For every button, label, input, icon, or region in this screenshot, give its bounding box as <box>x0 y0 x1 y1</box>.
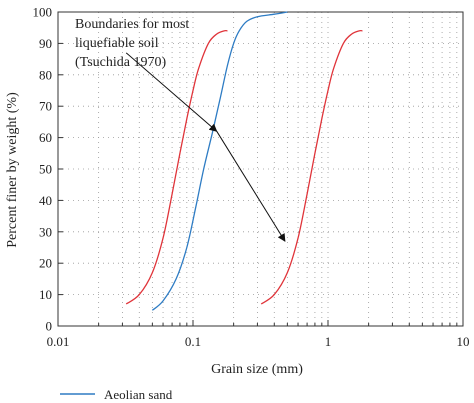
annotation-line-2: liquefiable soil <box>75 36 159 51</box>
arrow-segment-1 <box>125 52 218 132</box>
x-axis-ticks: 0.01 0.1 1 10 <box>47 320 470 349</box>
x-tick-label: 0.01 <box>47 334 70 349</box>
y-tick-label: 100 <box>33 5 53 20</box>
y-tick-label: 30 <box>39 224 52 239</box>
y-tick-label: 20 <box>39 256 52 271</box>
x-tick-label: 10 <box>457 334 470 349</box>
y-tick-label: 70 <box>39 99 52 114</box>
arrow-segment-2 <box>216 131 286 242</box>
y-tick-label: 40 <box>39 193 52 208</box>
y-tick-label: 90 <box>39 36 52 51</box>
boundary-line-lower <box>125 29 228 305</box>
series-layer <box>125 11 363 311</box>
y-tick-label: 80 <box>39 67 52 82</box>
y-tick-label: 50 <box>39 162 52 177</box>
annotation-arrow <box>125 52 286 242</box>
boundary-line-upper <box>260 29 363 305</box>
x-axis-title: Grain size (mm) <box>211 362 303 377</box>
annotation-line-1: Boundaries for most <box>75 17 189 32</box>
y-tick-label: 10 <box>39 287 52 302</box>
x-tick-label: 0.1 <box>185 334 201 349</box>
annotation-line-3: (Tsuchida 1970) <box>75 55 167 70</box>
y-tick-label: 0 <box>46 319 53 334</box>
x-tick-label: 1 <box>325 334 332 349</box>
y-tick-label: 60 <box>39 130 52 145</box>
y-axis-title: Percent finer by weight (%) <box>5 92 20 248</box>
series-line-aeolian-sand <box>151 11 288 311</box>
annotation-text: Boundaries for most liquefiable soil (Ts… <box>75 17 189 70</box>
legend: Aeolian sand <box>60 387 173 402</box>
y-axis-ticks: 0 10 20 30 40 50 60 70 80 90 100 <box>33 5 63 334</box>
legend-label-aeolian-sand: Aeolian sand <box>104 387 173 402</box>
